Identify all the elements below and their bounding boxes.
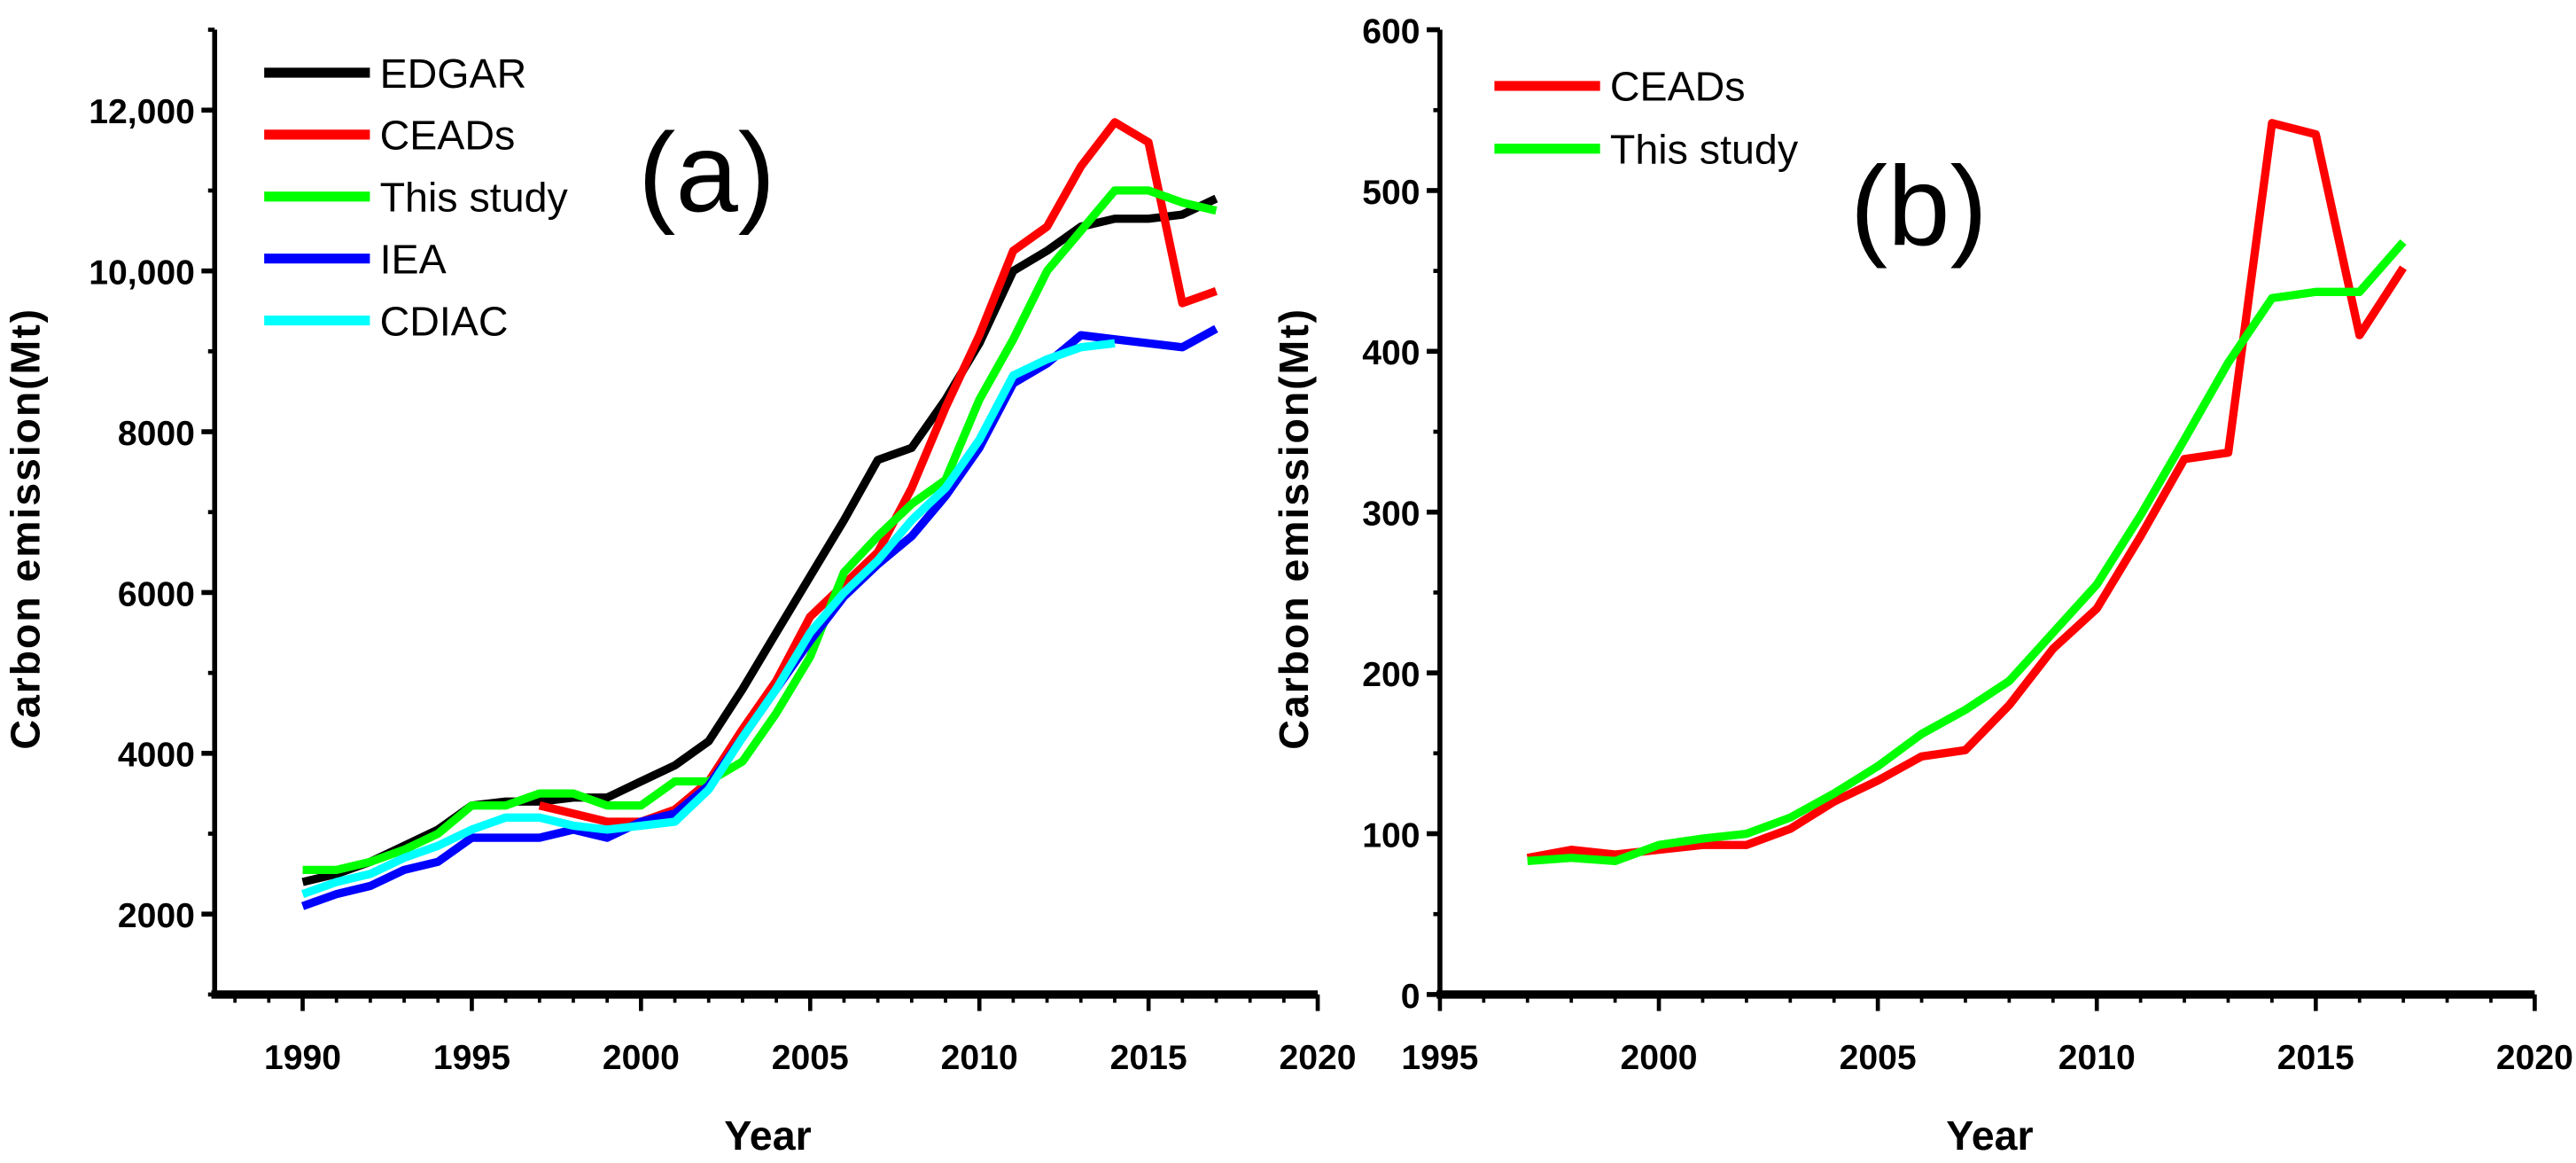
y-tick-label: 8000 [118, 415, 195, 453]
legend-label: CDIAC [380, 298, 509, 344]
legend-label: This study [380, 175, 569, 221]
series-line-ceads [1526, 119, 2407, 862]
series-line-cdiac [301, 339, 1116, 898]
x-tick-label: 2010 [2058, 1039, 2136, 1077]
y-tick-label: 500 [1362, 174, 1420, 212]
y-tick-label: 2000 [118, 897, 195, 935]
y-tick-label: 400 [1362, 334, 1420, 372]
panel-label: (a) [638, 110, 775, 236]
x-tick-label: 2000 [603, 1039, 680, 1077]
series-line-this-study [1527, 238, 2407, 865]
x-tick-label: 2005 [1840, 1039, 1917, 1077]
y-axis-title: Carbon emission(Mt) [1271, 308, 1317, 750]
series-line-this-study [302, 186, 1218, 875]
x-tick-label: 2010 [941, 1039, 1018, 1077]
y-tick-label: 100 [1362, 816, 1420, 855]
x-axis-title: Year [1946, 1112, 2033, 1159]
x-tick-label: 1995 [1401, 1039, 1478, 1077]
x-tick-label: 1995 [433, 1039, 510, 1077]
y-axis-title: Carbon emission(Mt) [3, 308, 49, 750]
legend-label: IEA [380, 236, 447, 282]
x-tick-label: 2015 [2277, 1039, 2354, 1077]
legend-label: EDGAR [380, 51, 527, 97]
legend-label: CEADs [1610, 64, 1746, 110]
legend-label: This study [1610, 126, 1799, 172]
x-tick-label: 2020 [2496, 1039, 2573, 1077]
y-tick-label: 6000 [118, 575, 195, 613]
y-tick-label: 10,000 [89, 254, 195, 293]
series-line-iea [301, 324, 1218, 910]
x-tick-label: 2020 [1280, 1039, 1357, 1077]
y-tick-label: 200 [1362, 656, 1420, 694]
chart-b: 0 100 200 300 400 500 600 1995 2000 2005 2010 2015 2… [1271, 12, 2573, 1159]
x-tick-label: 2015 [1110, 1039, 1187, 1077]
y-tick-label: 600 [1362, 12, 1420, 51]
y-tick-label: 300 [1362, 496, 1420, 534]
panel-label: (b) [1850, 143, 1988, 269]
legend: CEADs This study [1494, 64, 1799, 173]
x-tick-label: 2005 [772, 1039, 849, 1077]
legend-label: CEADs [380, 113, 516, 159]
chart-a: 2000 4000 6000 8000 10,000 12,000 1990 1995 2000… [3, 27, 1357, 1159]
x-tick-label: 2000 [1621, 1039, 1698, 1077]
y-tick-label: 12,000 [89, 93, 195, 131]
x-tick-label: 1990 [264, 1039, 341, 1077]
x-axis-title: Year [724, 1112, 811, 1159]
y-tick-label: 0 [1401, 978, 1420, 1016]
y-tick-label: 4000 [118, 737, 195, 775]
legend: EDGAR CEADs This study IEA CDIAC [264, 51, 569, 344]
